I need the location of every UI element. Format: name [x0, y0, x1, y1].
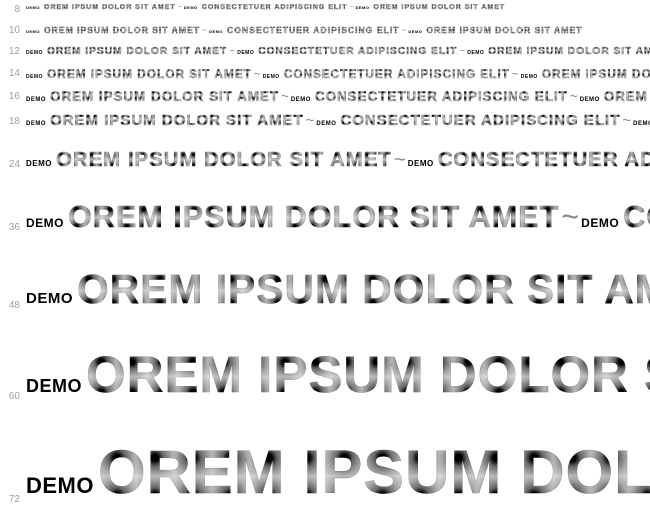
- separator: ~: [570, 89, 578, 104]
- sample-text: CONSECTETUER ADIPISCING ELIT: [227, 25, 399, 35]
- separator: ~: [561, 200, 579, 235]
- sample-wrap: DEMOOREM IPSUM DOLOR SIT AMET~DEMOCONSEC…: [26, 4, 505, 11]
- sample-wrap: DEMOOREM IPSUM DOLOR SIT AMET~DEMOCONSEC…: [26, 437, 650, 507]
- demo-badge: DEMO: [209, 29, 223, 34]
- size-label: 10: [0, 25, 26, 38]
- sample-text: OREM IPSUM DOLOR SIT AMET: [86, 345, 650, 404]
- separator: ~: [306, 112, 315, 129]
- demo-badge: DEMO: [26, 121, 46, 127]
- size-label: 36: [0, 222, 26, 235]
- separator: ~: [281, 89, 289, 104]
- separator: ~: [459, 46, 465, 57]
- size-row-72: 72DEMOOREM IPSUM DOLOR SIT AMET~DEMOCONS…: [0, 437, 650, 515]
- sample-text: CONSECTETUER ADIPISCING ELIT: [315, 89, 568, 104]
- separator: ~: [401, 25, 406, 35]
- size-label: 60: [0, 391, 26, 404]
- separator: ~: [178, 4, 182, 11]
- sample-wrap: DEMOOREM IPSUM DOLOR SIT AMET~DEMOCONSEC…: [26, 46, 650, 57]
- demo-badge: DEMO: [184, 5, 198, 10]
- sample-text: OREM IPSUM DOLOR SIT AMET: [604, 89, 650, 104]
- demo-badge: DEMO: [521, 74, 538, 80]
- demo-badge: DEMO: [26, 50, 43, 56]
- sample-text: OREM IPSUM DOLOR SIT AMET: [77, 266, 650, 313]
- sample-wrap: DEMOOREM IPSUM DOLOR SIT AMET~DEMOCONSEC…: [26, 345, 650, 404]
- size-label: 18: [0, 116, 26, 129]
- demo-badge: DEMO: [26, 29, 40, 34]
- sample-text: OREM IPSUM DOLOR SIT AMET: [98, 437, 650, 507]
- demo-badge: DEMO: [26, 5, 40, 10]
- size-row-8: 8DEMOOREM IPSUM DOLOR SIT AMET~DEMOCONSE…: [0, 4, 650, 19]
- demo-badge: DEMO: [467, 50, 484, 56]
- size-label: 24: [0, 159, 26, 172]
- size-label: 16: [0, 91, 26, 104]
- sample-text: OREM IPSUM DOLOR SIT AMET: [373, 4, 505, 11]
- sample-text: CONSECTETUER ADIPISCING ELIT: [340, 112, 620, 129]
- demo-badge: DEMO: [291, 97, 311, 103]
- separator: ~: [349, 4, 353, 11]
- size-label: 72: [0, 494, 26, 507]
- size-row-14: 14DEMOOREM IPSUM DOLOR SIT AMET~DEMOCONS…: [0, 67, 650, 83]
- separator: ~: [512, 67, 519, 81]
- size-row-12: 12DEMOOREM IPSUM DOLOR SIT AMET~DEMOCONS…: [0, 46, 650, 61]
- sample-text: CONSECTETUER ADIPISCING ELIT: [202, 4, 348, 11]
- sample-text: OREM IPSUM DOLOR SIT AMET: [47, 67, 252, 81]
- sample-text: OREM IPSUM DOLOR SIT AMET: [542, 67, 650, 81]
- sample-text: CONSECTETUER ADIPISCING ELIT: [258, 46, 457, 57]
- demo-badge: DEMO: [26, 216, 64, 230]
- sample-wrap: DEMOOREM IPSUM DOLOR SIT AMET~DEMOCONSEC…: [26, 266, 650, 313]
- sample-wrap: DEMOOREM IPSUM DOLOR SIT AMET~DEMOCONSEC…: [26, 200, 650, 235]
- sample-wrap: DEMOOREM IPSUM DOLOR SIT AMET~DEMOCONSEC…: [26, 112, 650, 129]
- demo-badge: DEMO: [581, 216, 619, 230]
- sample-wrap: DEMOOREM IPSUM DOLOR SIT AMET~DEMOCONSEC…: [26, 89, 650, 104]
- separator: ~: [622, 112, 631, 129]
- size-label: 12: [0, 46, 26, 59]
- sample-text: OREM IPSUM DOLOR SIT AMET: [488, 46, 650, 57]
- sample-text: OREM IPSUM DOLOR SIT AMET: [68, 200, 559, 235]
- demo-badge: DEMO: [408, 29, 422, 34]
- sample-text: OREM IPSUM DOLOR SIT AMET: [426, 25, 582, 35]
- size-label: 48: [0, 300, 26, 313]
- sample-text: OREM IPSUM DOLOR SIT AMET: [50, 89, 279, 104]
- sample-wrap: DEMOOREM IPSUM DOLOR SIT AMET~DEMOCONSEC…: [26, 67, 650, 81]
- demo-badge: DEMO: [580, 97, 600, 103]
- sample-text: CONSECTETUER ADIPISCING ELIT: [284, 67, 510, 81]
- demo-badge: DEMO: [316, 121, 336, 127]
- size-row-36: 36DEMOOREM IPSUM DOLOR SIT AMET~DEMOCONS…: [0, 200, 650, 240]
- demo-badge: DEMO: [26, 97, 46, 103]
- sample-text: OREM IPSUM DOLOR SIT AMET: [50, 112, 304, 129]
- size-row-48: 48DEMOOREM IPSUM DOLOR SIT AMET~DEMOCONS…: [0, 266, 650, 319]
- size-label: 14: [0, 68, 26, 81]
- sample-text: OREM IPSUM DOLOR SIT AMET: [56, 149, 392, 172]
- sample-text: CONSECTETUER ADIPISCING ELIT: [623, 200, 650, 235]
- separator: ~: [254, 67, 261, 81]
- size-row-18: 18DEMOOREM IPSUM DOLOR SIT AMET~DEMOCONS…: [0, 112, 650, 131]
- demo-badge: DEMO: [26, 290, 73, 307]
- size-label: 8: [0, 4, 26, 17]
- size-row-24: 24DEMOOREM IPSUM DOLOR SIT AMET~DEMOCONS…: [0, 149, 650, 176]
- sample-wrap: DEMOOREM IPSUM DOLOR SIT AMET~DEMOCONSEC…: [26, 25, 582, 35]
- sample-text: OREM IPSUM DOLOR SIT AMET: [44, 25, 200, 35]
- separator: ~: [394, 149, 406, 172]
- sample-text: OREM IPSUM DOLOR SIT AMET: [47, 46, 227, 57]
- demo-badge: DEMO: [355, 5, 369, 10]
- sample-wrap: DEMOOREM IPSUM DOLOR SIT AMET~DEMOCONSEC…: [26, 149, 650, 172]
- demo-badge: DEMO: [237, 50, 254, 56]
- sample-text: OREM IPSUM DOLOR SIT AMET: [44, 4, 176, 11]
- demo-badge: DEMO: [263, 74, 280, 80]
- demo-badge: DEMO: [26, 74, 43, 80]
- size-row-10: 10DEMOOREM IPSUM DOLOR SIT AMET~DEMOCONS…: [0, 25, 650, 40]
- size-row-16: 16DEMOOREM IPSUM DOLOR SIT AMET~DEMOCONS…: [0, 89, 650, 106]
- separator: ~: [229, 46, 235, 57]
- font-waterfall: 8DEMOOREM IPSUM DOLOR SIT AMET~DEMOCONSE…: [0, 4, 650, 515]
- demo-badge: DEMO: [26, 473, 94, 499]
- separator: ~: [202, 25, 207, 35]
- demo-badge: DEMO: [26, 159, 52, 168]
- size-row-60: 60DEMOOREM IPSUM DOLOR SIT AMET~DEMOCONS…: [0, 345, 650, 411]
- demo-badge: DEMO: [408, 159, 434, 168]
- demo-badge: DEMO: [633, 121, 650, 127]
- sample-text: CONSECTETUER ADIPISCING ELIT: [438, 149, 650, 172]
- demo-badge: DEMO: [26, 376, 82, 397]
